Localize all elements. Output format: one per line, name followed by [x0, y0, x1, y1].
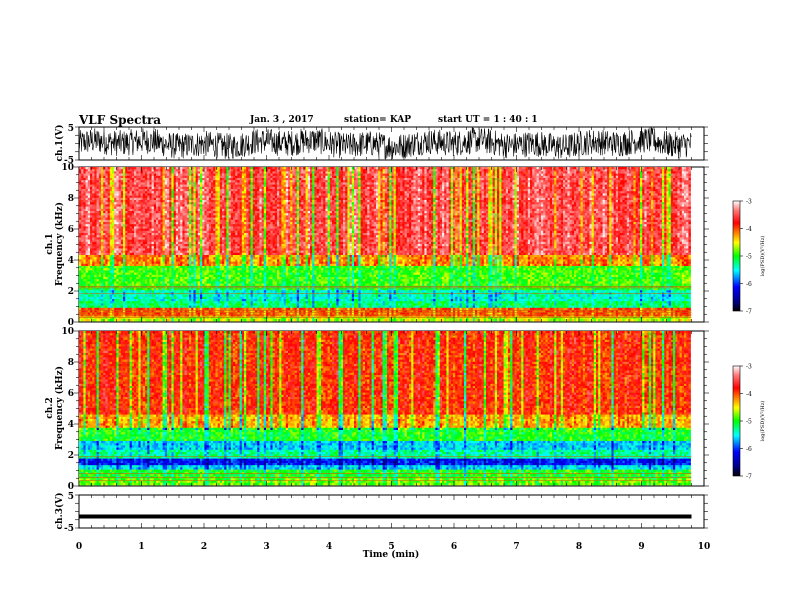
y-tick-label: 5	[68, 124, 74, 134]
y-tick-label: 6	[68, 389, 74, 399]
y-tick-label: 2	[68, 451, 74, 461]
ch1-spectrogram	[79, 167, 692, 321]
ch1-spec-ylabel-2: Frequency (kHz)	[54, 202, 65, 286]
y-tick-label: 0	[68, 482, 74, 492]
y-tick-label: 10	[61, 163, 74, 173]
x-tick-label: 3	[263, 542, 269, 552]
colorbar-tick-label: -7	[746, 309, 752, 316]
colorbar-tick-label: -3	[746, 199, 752, 206]
colorbar-tick-label: -4	[746, 391, 752, 398]
ch1-colorbar	[733, 201, 740, 311]
x-tick-label: 8	[576, 542, 582, 552]
ch2-colorbar	[733, 366, 740, 476]
x-tick-label: 0	[76, 542, 82, 552]
colorbar-tick-label: -3	[746, 364, 752, 371]
x-tick-label: 1	[138, 542, 144, 552]
colorbar-tick-label: -4	[746, 226, 752, 233]
colorbar-ticks: -3 -4 -5 -6 -7 -3 -4 -5 -6 -7	[740, 199, 752, 481]
ch2-spec-ylabel-1: ch.2	[45, 397, 55, 418]
y-tick-label: 4	[68, 256, 74, 266]
y-tick-label: 6	[68, 225, 74, 235]
ch2-spectrogram	[79, 331, 692, 485]
x-tick-label: 6	[451, 542, 457, 552]
x-tick-label: 10	[698, 542, 711, 552]
y-tick-label: 8	[68, 358, 74, 368]
ch2-spec-ylabel-2: Frequency (kHz)	[54, 366, 65, 450]
y-tick-label: 8	[68, 194, 74, 204]
y-tick-label: 5	[68, 492, 74, 502]
x-tick-label: 2	[201, 542, 207, 552]
ch3-waveform-ylabel: ch.3(V)	[54, 493, 65, 530]
ch1-colorbar-label: log(PSD)(V²/Hz)	[759, 236, 766, 277]
ch1-waveform-line	[79, 127, 692, 159]
ch1-waveform-ylabel: ch.1(V)	[54, 125, 65, 162]
colorbar-tick-label: -5	[746, 419, 752, 426]
ch1-waveform-trace	[79, 127, 692, 159]
y-tick-label: -5	[64, 524, 74, 534]
colorbar-tick-label: -5	[746, 254, 752, 261]
y-tick-label: 2	[68, 287, 74, 297]
colorbar-tick-label: -6	[746, 446, 752, 453]
vlf-figure: 0 1 2 3 4 5 6 7 8 9 105-55-502468100246810 -3-4-5-…	[0, 0, 792, 612]
x-tick-label: 9	[638, 542, 644, 552]
y-tick-label: 10	[61, 327, 74, 337]
x-axis-label: Time (min)	[363, 549, 420, 560]
colorbar-tick-label: -7	[746, 474, 752, 481]
ch2-colorbar-label: log(PSD)(V²/Hz)	[759, 401, 766, 442]
x-tick-label: 7	[513, 542, 519, 552]
y-tick-label: 4	[68, 420, 74, 430]
ch1-spec-ylabel-1: ch.1	[45, 233, 55, 254]
x-tick-label: 4	[326, 542, 332, 552]
colorbar-tick-label: -6	[746, 281, 752, 288]
